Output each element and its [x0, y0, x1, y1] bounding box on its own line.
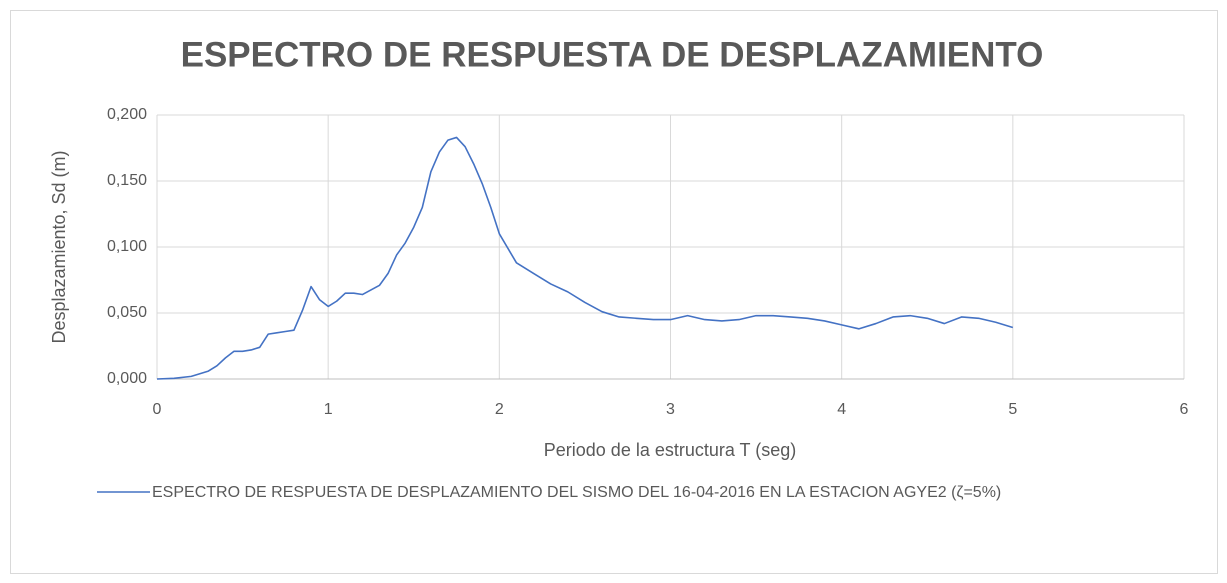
y-tick-label: 0,200 — [107, 106, 147, 123]
x-tick-label: 0 — [153, 401, 162, 418]
x-axis-label: Periodo de la estructura T (seg) — [544, 440, 796, 460]
x-tick-label: 6 — [1180, 401, 1189, 418]
y-tick-label: 0,000 — [107, 370, 147, 387]
y-axis-label: Desplazamiento, Sd (m) — [49, 150, 69, 343]
x-tick-label: 3 — [666, 401, 675, 418]
x-tick-label: 5 — [1008, 401, 1017, 418]
series-line — [156, 136, 1014, 380]
x-tick-label: 1 — [324, 401, 333, 418]
x-tick-label: 2 — [495, 401, 504, 418]
legend-label: ESPECTRO DE RESPUESTA DE DESPLAZAMIENTO … — [152, 484, 1002, 501]
y-tick-label: 0,050 — [107, 304, 147, 321]
x-tick-label: 4 — [837, 401, 846, 418]
chart-frame — [10, 10, 1218, 574]
y-tick-label: 0,150 — [107, 172, 147, 189]
y-tick-label: 0,100 — [107, 238, 147, 255]
chart-title: ESPECTRO DE RESPUESTA DE DESPLAZAMIENTO — [181, 35, 1044, 74]
